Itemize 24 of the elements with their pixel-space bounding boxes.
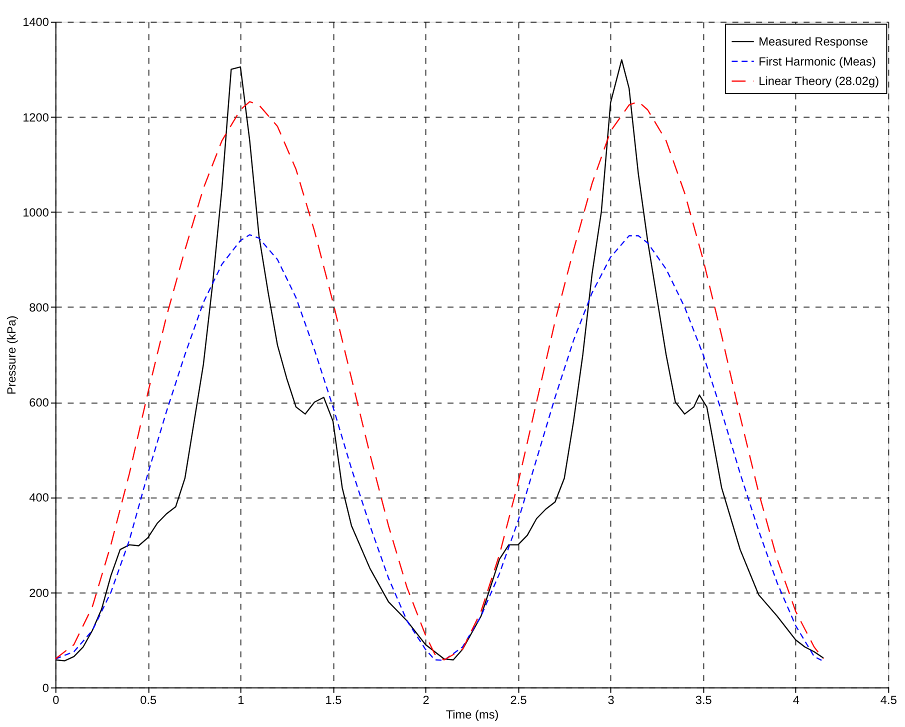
x-tick-label: 4.5	[880, 692, 898, 707]
legend-label: Measured Response	[758, 34, 868, 49]
x-tick-label: 1.5	[325, 692, 342, 707]
x-tick-label: 4	[792, 692, 800, 707]
x-axis-title: Time (ms)	[446, 708, 499, 722]
x-tick-label: 3.5	[695, 692, 712, 707]
y-tick-label: 400	[29, 490, 50, 505]
x-tick-label: 0	[52, 692, 60, 707]
y-tick-label: 1200	[22, 110, 50, 124]
x-tick-label: 3	[608, 692, 615, 707]
line-series	[54, 234, 822, 661]
legend-label: First Harmonic (Meas)	[758, 54, 876, 68]
x-tick-label: 2.5	[510, 692, 528, 707]
y-tick-label: 1000	[22, 205, 50, 220]
y-tick-label: 200	[29, 586, 50, 600]
y-tick-label: 800	[29, 300, 50, 315]
legend-label: Linear Theory (28.02g)	[758, 74, 880, 88]
x-tick-label: 2	[422, 692, 430, 707]
x-tick-label: 1	[238, 692, 245, 707]
x-tick-label: 0.5	[140, 692, 158, 707]
y-tick-label: 0	[42, 680, 50, 695]
y-tick-label: 1400	[22, 15, 50, 30]
y-axis-title: Pressure (kPa)	[4, 316, 19, 395]
y-tick-label: 600	[29, 396, 50, 410]
